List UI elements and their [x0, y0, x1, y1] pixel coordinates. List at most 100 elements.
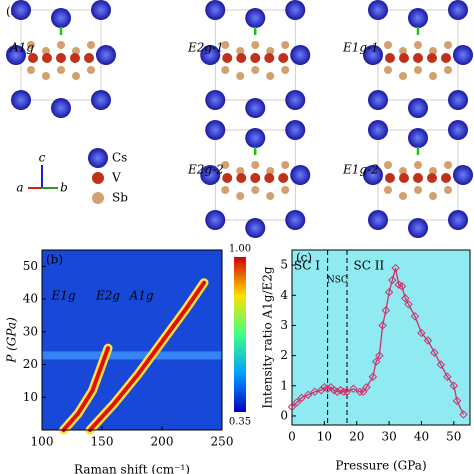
v-atom — [385, 53, 395, 63]
v-atom — [236, 53, 247, 63]
y-tick-label: 10 — [23, 390, 38, 404]
cs-atom — [205, 90, 226, 110]
data-point — [388, 275, 397, 285]
mode-label: E2g-1 — [187, 41, 224, 55]
data-point — [329, 386, 339, 395]
sb-atom — [251, 66, 260, 74]
cs-atom — [408, 218, 428, 238]
sb-atom — [266, 72, 275, 80]
data-point — [423, 336, 433, 345]
legend-swatch — [92, 192, 104, 204]
cs-atom — [245, 128, 266, 148]
cs-atom — [408, 98, 428, 118]
x-axis-label: Raman shift (cm⁻¹) — [74, 463, 190, 474]
sb-atom — [266, 192, 275, 200]
sb-atom — [42, 47, 50, 55]
sb-atom — [236, 192, 245, 200]
data-point — [292, 398, 302, 407]
cs-atom — [448, 90, 468, 110]
peak-track — [88, 280, 206, 432]
data-point — [391, 263, 400, 273]
y-tick-label: 50 — [23, 259, 38, 273]
data-point — [362, 383, 371, 392]
legend-label: Sb — [112, 191, 128, 205]
sb-atom — [444, 41, 452, 49]
data-point — [320, 383, 329, 392]
y-axis-label: Intensity ratio A1g/E2g — [261, 266, 275, 409]
cs-atom — [363, 45, 383, 65]
sb-atom — [429, 167, 437, 175]
cs-atom — [448, 0, 468, 20]
sb-atom — [236, 47, 245, 55]
sb-atom — [42, 72, 50, 80]
peak-track — [61, 346, 110, 432]
cs-atom — [408, 128, 428, 148]
x-tick-label: 20 — [349, 430, 364, 444]
band — [42, 351, 222, 360]
v-atom — [222, 173, 233, 183]
sb-atom — [236, 167, 245, 175]
sb-atom — [384, 186, 392, 194]
v-atom — [42, 53, 52, 63]
sb-atom — [221, 186, 230, 194]
sb-atom — [384, 41, 392, 49]
v-atom — [399, 53, 409, 63]
v-atom — [413, 173, 423, 183]
cs-atom — [448, 120, 468, 140]
cs-atom — [245, 98, 266, 118]
data-point — [394, 280, 404, 289]
sb-atom — [429, 72, 437, 80]
v-atom — [84, 53, 94, 63]
x-tick-label: 200 — [151, 435, 174, 449]
x-axis-label: Pressure (GPa) — [335, 459, 426, 473]
v-atom — [222, 53, 233, 63]
cs-atom — [96, 45, 116, 65]
x-tick-label: 40 — [414, 430, 429, 444]
data-point — [297, 393, 306, 403]
cs-atom — [245, 218, 266, 238]
x-tick-label: 0 — [288, 430, 296, 444]
sb-atom — [57, 41, 65, 49]
data-point — [443, 372, 452, 381]
sb-atom — [87, 66, 95, 74]
cs-atom — [285, 210, 306, 230]
data-point — [375, 351, 384, 360]
cs-atom — [51, 98, 71, 118]
axis-name: b — [60, 181, 68, 195]
cs-atom — [285, 90, 306, 110]
v-atom — [427, 53, 437, 63]
sb-atom — [399, 192, 407, 200]
x-tick-label: 50 — [446, 430, 461, 444]
cs-atom — [91, 0, 111, 20]
legend-swatch — [92, 172, 104, 184]
v-atom — [427, 173, 437, 183]
cs-atom — [368, 90, 388, 110]
sb-atom — [281, 66, 290, 74]
sb-atom — [281, 161, 290, 169]
sb-atom — [87, 41, 95, 49]
v-atom — [264, 53, 275, 63]
sb-atom — [429, 192, 437, 200]
y-tick-label: 40 — [23, 292, 38, 306]
y-tick-label: 1 — [280, 378, 288, 392]
colorbar — [234, 257, 246, 412]
v-atom — [399, 173, 409, 183]
peak-label: E1g — [51, 288, 76, 302]
y-tick-label: 5 — [280, 258, 288, 272]
sb-atom — [221, 66, 230, 74]
sb-atom — [221, 161, 230, 169]
cs-atom — [200, 45, 221, 65]
cs-atom — [205, 120, 226, 140]
x-tick-label: 10 — [317, 430, 332, 444]
data-point — [459, 410, 468, 419]
peak-label: E2g — [95, 288, 120, 302]
cs-atom — [205, 210, 226, 230]
cs-atom — [453, 45, 473, 65]
sb-atom — [414, 186, 422, 194]
sb-atom — [281, 186, 290, 194]
data-point — [430, 348, 439, 357]
cs-atom — [6, 45, 26, 65]
data-point — [349, 384, 358, 394]
v-atom — [441, 173, 451, 183]
sb-atom — [399, 47, 407, 55]
